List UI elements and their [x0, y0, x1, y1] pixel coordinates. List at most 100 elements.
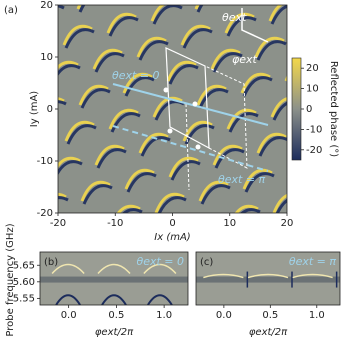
crescent-bright — [0, 206, 22, 225]
crescent-bright — [168, 156, 199, 178]
colorbar-tick-label: 20 — [306, 63, 319, 74]
crescent-bright — [58, 97, 65, 103]
crescent-dark — [244, 172, 275, 193]
crescent-dark — [258, 136, 287, 157]
arc — [203, 273, 244, 279]
colorbar-label: Reflected phase (°) — [328, 61, 339, 157]
crescent-dark — [78, 5, 86, 13]
crescent-bright — [138, 132, 169, 154]
crescent-bright — [224, 12, 255, 34]
colorbar-tick-label: 10 — [306, 84, 319, 95]
crescent-bright — [92, 48, 123, 70]
annotation: θext = π — [218, 173, 266, 186]
colorbar-tick-label: -20 — [306, 145, 322, 156]
crescent-dark — [80, 88, 111, 109]
crescent-dark — [157, 196, 187, 213]
crescent-bright — [270, 97, 287, 118]
crescent-dark — [66, 124, 97, 145]
annotation: θext = π — [289, 255, 337, 268]
crescent-dark — [140, 136, 171, 157]
crescent-dark — [272, 101, 287, 121]
crescent-bright — [64, 120, 95, 142]
heatmap — [196, 252, 340, 305]
crescent-bright — [256, 132, 287, 154]
arc — [101, 294, 127, 305]
compass — [241, 8, 269, 43]
band — [196, 276, 340, 283]
crescent-dark — [200, 184, 231, 205]
overlay — [112, 47, 269, 191]
x-tick-label: 0.0 — [216, 310, 232, 321]
y-tick-label: 0 — [47, 104, 53, 115]
crescent-dark — [316, 0, 344, 12]
arc — [97, 263, 131, 275]
crescent-dark — [290, 162, 318, 180]
crescent-bright — [58, 156, 81, 169]
crescent-dark — [275, 198, 287, 213]
crescent-bright — [196, 84, 227, 106]
crescent-bright — [68, 218, 96, 237]
crescent-bright — [62, 24, 93, 46]
cell-outline — [185, 65, 248, 191]
dot — [192, 101, 198, 107]
crescent-bright — [0, 146, 6, 165]
crescent-bright — [286, 175, 287, 177]
x-axis-label: Ix (mA) — [154, 232, 190, 243]
crescent-dark — [138, 40, 169, 61]
crescent-dark — [0, 150, 8, 168]
y-axis-label: Probe frequency (GHz) — [5, 223, 16, 336]
crescent-dark — [226, 16, 257, 37]
y-tick-label: 20 — [40, 0, 53, 11]
crescent-dark — [122, 208, 143, 213]
crescent-dark — [94, 52, 125, 73]
crescent-bright — [108, 108, 139, 130]
crescent-bright — [182, 120, 213, 142]
crescent-bright — [198, 180, 229, 202]
crescent-dark — [10, 174, 38, 192]
crescent-bright — [58, 192, 67, 199]
x-tick-label: 20 — [281, 218, 294, 229]
y-tick-label: -10 — [37, 156, 53, 167]
crescent-dark — [58, 196, 69, 202]
crescent-bright — [300, 26, 328, 45]
axes-frame — [39, 251, 189, 306]
y-tick-label: -20 — [37, 208, 53, 219]
crescent-dark — [198, 88, 229, 109]
crescent-dark — [188, 222, 216, 240]
annotation: θext = 0 — [112, 69, 160, 82]
crescent-dark — [108, 16, 139, 37]
crescent-bright — [106, 12, 137, 34]
dot — [195, 144, 201, 150]
dot — [167, 128, 173, 134]
crescent-dark — [256, 40, 287, 61]
annotation: φext — [232, 53, 258, 66]
crescent-bright — [212, 144, 243, 166]
crescent-dark — [152, 5, 183, 25]
cut-line — [112, 125, 269, 172]
crescent-dark — [242, 76, 273, 97]
crescent-dark — [184, 124, 215, 145]
crescent-bright — [136, 36, 167, 58]
y-tick-label: 5.65 — [13, 260, 35, 271]
crescent-bright — [254, 36, 285, 58]
crescent-dark — [58, 160, 83, 176]
crescent-bright — [78, 84, 109, 106]
crescent-dark — [214, 148, 245, 169]
crescent-bright — [8, 170, 36, 189]
crescent-bright — [22, 134, 50, 153]
y-tick-label: 10 — [40, 52, 53, 63]
crescent-dark — [0, 54, 6, 72]
crescent-bright — [94, 144, 125, 166]
crescent-dark — [240, 208, 261, 213]
crescent-bright — [24, 230, 52, 249]
heatmap — [0, 0, 344, 249]
arc — [143, 263, 177, 275]
x-tick-label: -10 — [107, 218, 123, 229]
crescent-bright — [0, 50, 4, 69]
crescent-dark — [82, 184, 113, 205]
crescent-bright — [272, 193, 287, 213]
arc — [55, 294, 81, 305]
crescent-dark — [96, 148, 127, 169]
crescent-dark — [228, 112, 259, 133]
